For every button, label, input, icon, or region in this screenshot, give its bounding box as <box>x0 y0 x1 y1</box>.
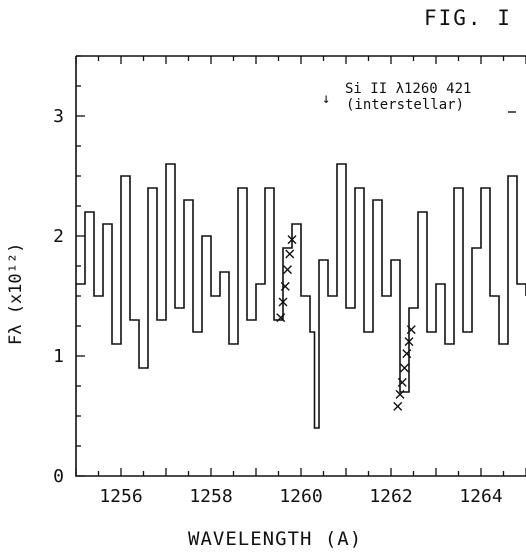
cross-marker <box>395 389 405 399</box>
y-tick-label: 0 <box>53 466 64 487</box>
cross-marker <box>404 337 414 347</box>
cross-marker <box>393 401 403 411</box>
cross-marker <box>400 363 409 373</box>
cross-marker <box>276 313 286 323</box>
cross-marker <box>283 265 292 275</box>
y-tick-label: 2 <box>53 226 64 247</box>
cross-marker <box>278 297 288 307</box>
cross-marker <box>406 325 416 335</box>
y-tick-label: 3 <box>53 106 64 127</box>
x-tick-label: 1262 <box>369 486 412 507</box>
x-tick-label: 1264 <box>459 486 502 507</box>
cross-marker <box>285 249 295 259</box>
x-axis-label: WAVELENGTH (A) <box>188 528 363 550</box>
cross-marker <box>397 377 407 387</box>
spectrum-line <box>76 163 526 429</box>
cross-marker <box>402 349 412 359</box>
annotation-arrow: ↓ <box>322 91 331 107</box>
annotation-line-note: (interstellar) <box>346 97 465 113</box>
figure-label: FIG. I <box>424 6 512 30</box>
y-tick-label: 1 <box>53 346 64 367</box>
x-tick-label: 1256 <box>99 486 142 507</box>
cross-marker <box>280 281 290 291</box>
annotation-line-species: Si II λ1260 421 <box>345 81 472 97</box>
x-tick-label: 1258 <box>189 486 232 507</box>
cross-marker <box>287 235 297 245</box>
y-axis-label: Fλ (x10¹²) <box>6 242 26 345</box>
x-tick-label: 1260 <box>279 486 322 507</box>
